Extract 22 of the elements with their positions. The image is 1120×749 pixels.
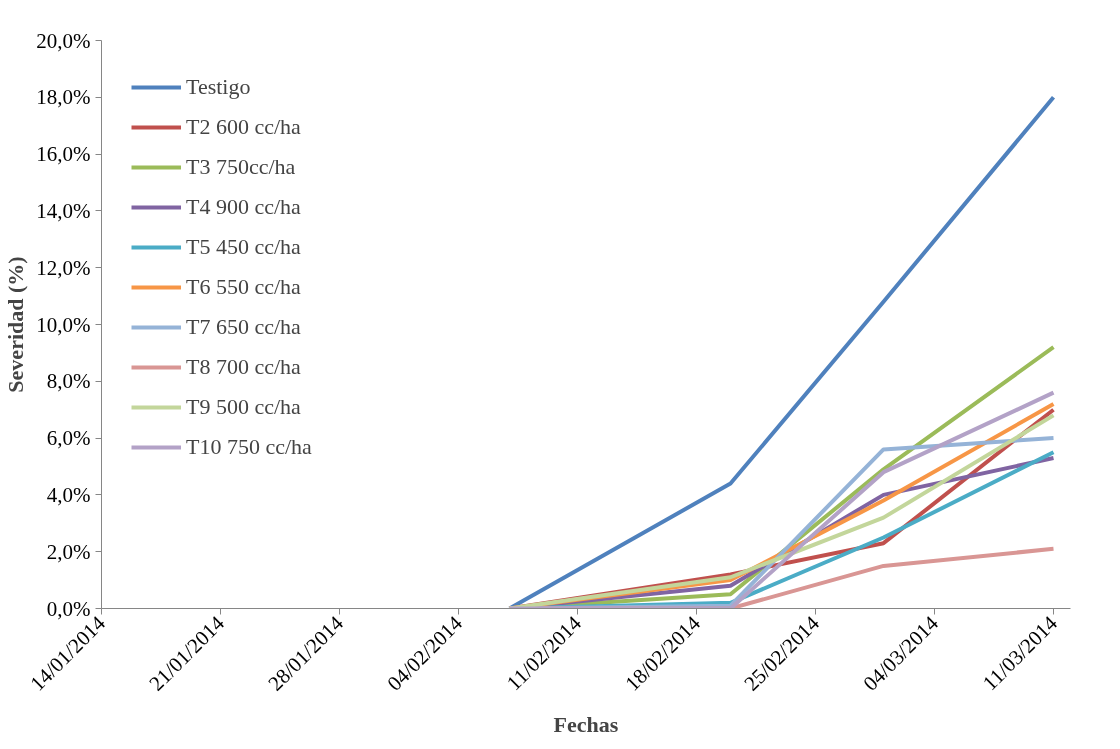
y-axis-title: Severidad (%) bbox=[3, 256, 29, 393]
legend-label: T2 600 cc/ha bbox=[186, 113, 301, 141]
legend-label: T3 750cc/ha bbox=[186, 153, 296, 181]
y-tick-label: 10,0% bbox=[36, 312, 91, 337]
y-tick-label: 2,0% bbox=[46, 539, 91, 564]
legend-label: Testigo bbox=[186, 73, 251, 101]
y-tick-label: 6,0% bbox=[46, 426, 91, 451]
legend-label: T6 550 cc/ha bbox=[186, 273, 301, 301]
y-tick-label: 18,0% bbox=[36, 85, 91, 110]
y-tick-label: 4,0% bbox=[46, 482, 91, 507]
legend-label: T9 500 cc/ha bbox=[186, 393, 301, 421]
legend-label: T10 750 cc/ha bbox=[186, 433, 312, 461]
legend-label: T4 900 cc/ha bbox=[186, 193, 301, 221]
y-tick-label: 14,0% bbox=[36, 198, 91, 223]
x-axis-title: Fechas bbox=[553, 712, 619, 738]
y-tick-label: 12,0% bbox=[36, 255, 91, 280]
y-tick-label: 16,0% bbox=[36, 142, 91, 167]
legend-label: T8 700 cc/ha bbox=[186, 353, 301, 381]
legend-label: T7 650 cc/ha bbox=[186, 313, 301, 341]
legend-label: T5 450 cc/ha bbox=[186, 233, 301, 261]
y-tick-label: 20,0% bbox=[36, 28, 91, 53]
y-tick-label: 8,0% bbox=[46, 369, 91, 394]
